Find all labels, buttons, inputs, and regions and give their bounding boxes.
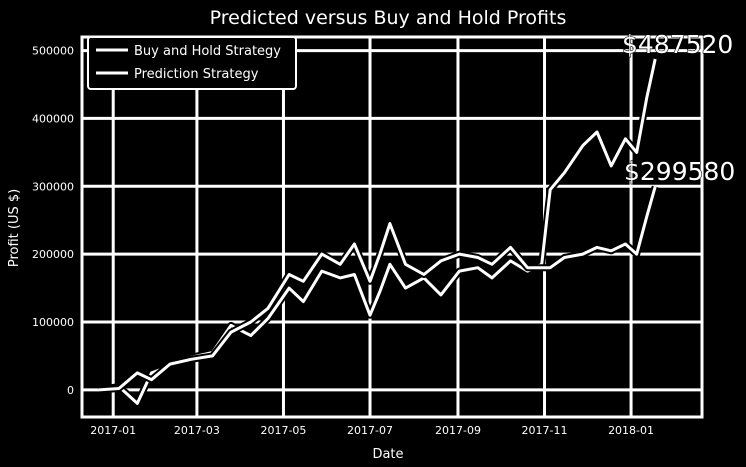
x-tick-label: 2017-11 <box>522 424 568 437</box>
legend-label-prediction: Prediction Strategy <box>134 67 259 82</box>
legend-label-buy-and-hold: Buy and Hold Strategy <box>134 44 281 59</box>
y-tick-label: 100000 <box>32 316 74 329</box>
annotation-buy-and-hold-final: $487520 <box>622 30 733 59</box>
legend: Buy and Hold Strategy Prediction Strateg… <box>87 36 297 90</box>
y-tick-label: 200000 <box>32 248 74 261</box>
legend-box <box>87 36 297 90</box>
series-lines <box>98 58 659 407</box>
x-tick-label: 2018-01 <box>608 424 654 437</box>
y-axis-label: Profit (US $) <box>7 189 22 267</box>
plot-frame <box>80 35 704 419</box>
y-tick-label: 0 <box>67 384 74 397</box>
series-line-prediction <box>98 186 657 392</box>
x-tick-label: 2017-09 <box>435 424 481 437</box>
y-tick-label: 500000 <box>32 45 74 58</box>
x-axis-label: Date <box>372 447 403 462</box>
annotation-prediction-final: $299580 <box>624 157 735 186</box>
x-tick-label: 2017-01 <box>90 424 136 437</box>
x-tick-label: 2017-07 <box>347 424 393 437</box>
x-tick-label: 2017-03 <box>174 424 220 437</box>
y-axis-ticks: 0 100000 200000 300000 400000 500000 <box>32 45 74 397</box>
chart-title: Predicted versus Buy and Hold Profits <box>210 7 567 29</box>
x-axis-ticks: 2017-01 2017-03 2017-05 2017-07 2017-09 2017-… <box>90 424 654 437</box>
x-tick-label: 2017-05 <box>260 424 306 437</box>
grid <box>82 37 702 417</box>
y-tick-label: 300000 <box>32 180 74 193</box>
y-tick-label: 400000 <box>32 112 74 125</box>
